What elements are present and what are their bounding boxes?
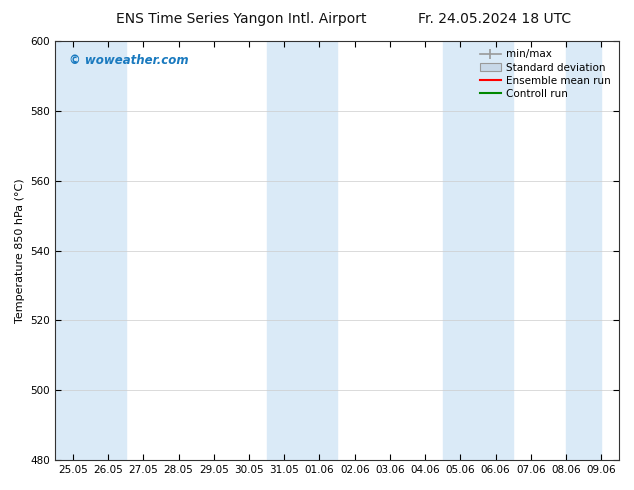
Text: Fr. 24.05.2024 18 UTC: Fr. 24.05.2024 18 UTC <box>418 12 571 26</box>
Text: ENS Time Series Yangon Intl. Airport: ENS Time Series Yangon Intl. Airport <box>115 12 366 26</box>
Bar <box>443 41 514 460</box>
Legend: min/max, Standard deviation, Ensemble mean run, Controll run: min/max, Standard deviation, Ensemble me… <box>477 46 614 102</box>
Y-axis label: Temperature 850 hPa (°C): Temperature 850 hPa (°C) <box>15 178 25 323</box>
Bar <box>55 41 126 460</box>
Bar <box>267 41 337 460</box>
Text: © woweather.com: © woweather.com <box>69 53 189 67</box>
Bar <box>566 41 602 460</box>
